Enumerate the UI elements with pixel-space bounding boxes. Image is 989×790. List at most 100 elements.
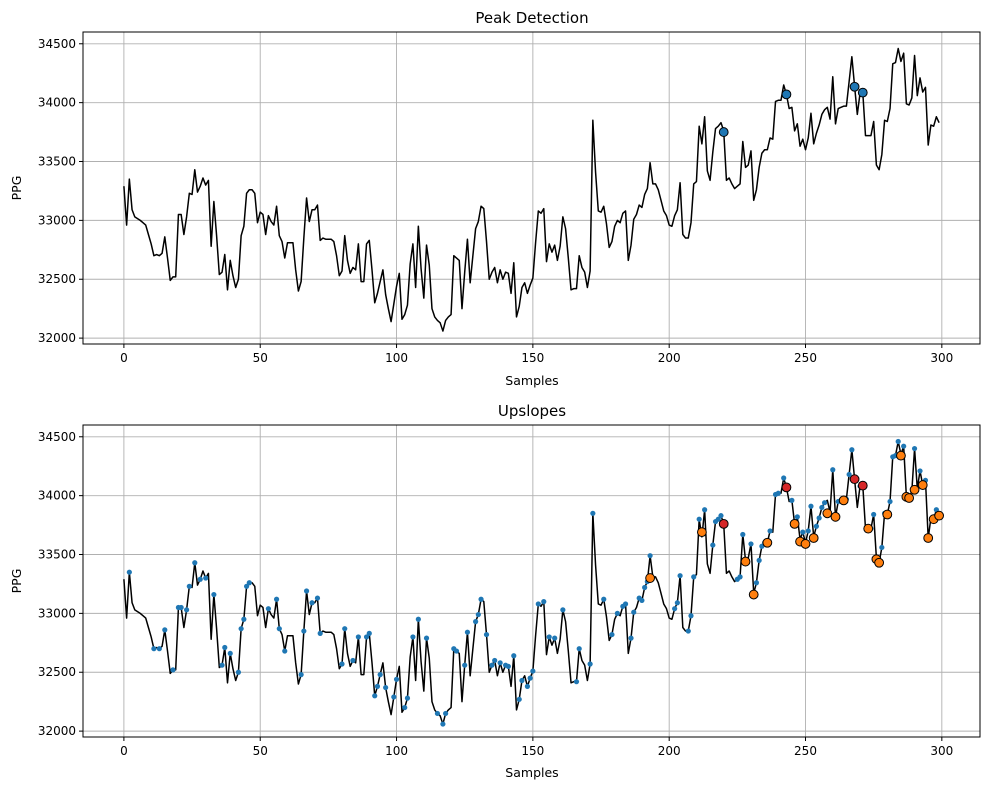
onset-marker (923, 533, 934, 543)
onset-marker (909, 484, 920, 495)
upslope-sample-point (377, 672, 383, 678)
upslope-sample-point (186, 583, 192, 589)
plot-title: Upslopes (498, 402, 566, 420)
upslope-sample-point (410, 634, 416, 640)
upslope-sample-point (241, 616, 247, 622)
upslope-sample-point (355, 634, 361, 640)
onset-marker (934, 510, 945, 521)
upslope-sample-point (374, 683, 381, 689)
upslope-sample-point (677, 573, 683, 579)
x-tick-label: 200 (658, 744, 681, 758)
upslope-sample-point (393, 676, 400, 682)
upslope-sample-point (363, 634, 370, 640)
x-axis-label: Samples (505, 765, 558, 780)
x-tick-label: 200 (658, 351, 681, 365)
y-tick-label: 34500 (38, 430, 76, 444)
x-tick-label: 300 (930, 351, 953, 365)
upslope-sample-point (917, 468, 923, 474)
upslope-sample-point (573, 679, 580, 685)
y-tick-label: 34000 (38, 489, 76, 503)
x-tick-label: 250 (794, 744, 817, 758)
onset-marker (904, 493, 915, 503)
upslope-sample-point (489, 662, 495, 668)
upslope-sample-point (849, 447, 855, 453)
upslope-sample-point (516, 696, 522, 702)
upslope-sample-point (342, 626, 348, 632)
upslope-sample-point (276, 626, 282, 632)
upslope-sample-point (696, 516, 702, 522)
upslope-sample-point (816, 515, 822, 521)
upslope-sample-point (483, 631, 490, 638)
x-tick-label: 50 (253, 351, 268, 365)
upslope-sample-point (642, 584, 648, 591)
peak-marker (718, 127, 729, 137)
upslope-sample-point (478, 596, 484, 602)
y-tick-label: 34500 (38, 37, 76, 51)
upslope-sample-point (492, 657, 498, 664)
peak-marker (781, 89, 792, 100)
y-tick-label: 32500 (38, 665, 76, 679)
upslope-sample-point (464, 629, 471, 635)
upslope-sample-point (184, 607, 190, 613)
upslope-sample-point (781, 475, 787, 481)
onset-marker (740, 556, 751, 567)
upslope-sample-point (246, 580, 252, 586)
upslope-sample-point (789, 497, 795, 503)
ppg-signal-line (123, 47, 940, 332)
upslope-sample-point (372, 693, 378, 699)
onset-marker (645, 573, 656, 583)
onset-marker (917, 480, 928, 490)
upslope-sample-point (740, 531, 746, 538)
x-tick-label: 300 (930, 744, 953, 758)
upslope-sample-point (631, 609, 637, 615)
upslope-sample-point (317, 630, 323, 636)
onset-marker (882, 509, 893, 520)
upslope-sample-point (434, 710, 441, 717)
upslope-sample-point (497, 660, 503, 666)
grid (83, 32, 980, 344)
upslope-sample-point (800, 529, 806, 535)
upslope-sample-point (590, 510, 596, 516)
upslope-sample-point (162, 627, 168, 633)
upslope-sample-point (227, 650, 233, 657)
axis-ticks: 0 50 100 150 200 250 300 32000 32500 33000 33500 34… (38, 37, 953, 365)
onset-marker (748, 589, 759, 600)
upslope-sample-point (887, 498, 893, 505)
upslope-sample-point (298, 672, 304, 678)
upslope-sample-point (819, 504, 825, 511)
upslope-sample-point (391, 694, 397, 700)
x-tick-label: 50 (253, 744, 268, 758)
upslope-sample-point (197, 576, 203, 582)
upslope-sample-point (718, 513, 724, 519)
y-tick-label: 32500 (38, 272, 76, 286)
upslope-sample-point (366, 630, 372, 636)
x-tick-label: 250 (794, 351, 817, 365)
peak-marker (781, 482, 792, 493)
upslope-sample-point (265, 606, 271, 612)
x-tick-label: 100 (385, 351, 408, 365)
grid (83, 425, 980, 737)
upslope-sample-point (243, 583, 250, 589)
upslope-sample-point (511, 653, 517, 659)
upslope-sample-point (672, 606, 678, 612)
upslope-sample-point (846, 471, 852, 478)
upslope-sample-point (813, 523, 820, 529)
upslope-sample-point (530, 668, 536, 674)
ppg-signal-line (123, 440, 940, 725)
plot-frame (82, 424, 981, 738)
upslopes-plot: Upslopes 0 50 100 150 200 250 300 32000 32500 330… (9, 402, 981, 780)
onset-marker (830, 511, 841, 522)
upslope-sample-point (527, 675, 533, 681)
y-tick-label: 33000 (38, 606, 76, 620)
upslope-sample-point (688, 613, 694, 619)
upslope-sample-point (685, 628, 691, 634)
upslope-sample-point (219, 662, 225, 668)
upslope-sample-point (546, 634, 552, 640)
upslope-sample-point (871, 511, 877, 518)
upslope-sample-point (576, 646, 582, 652)
peak-marker (849, 474, 860, 485)
peak-marker (849, 81, 860, 92)
upslope-sample-point (808, 503, 814, 509)
upslope-sample-point (609, 631, 615, 638)
